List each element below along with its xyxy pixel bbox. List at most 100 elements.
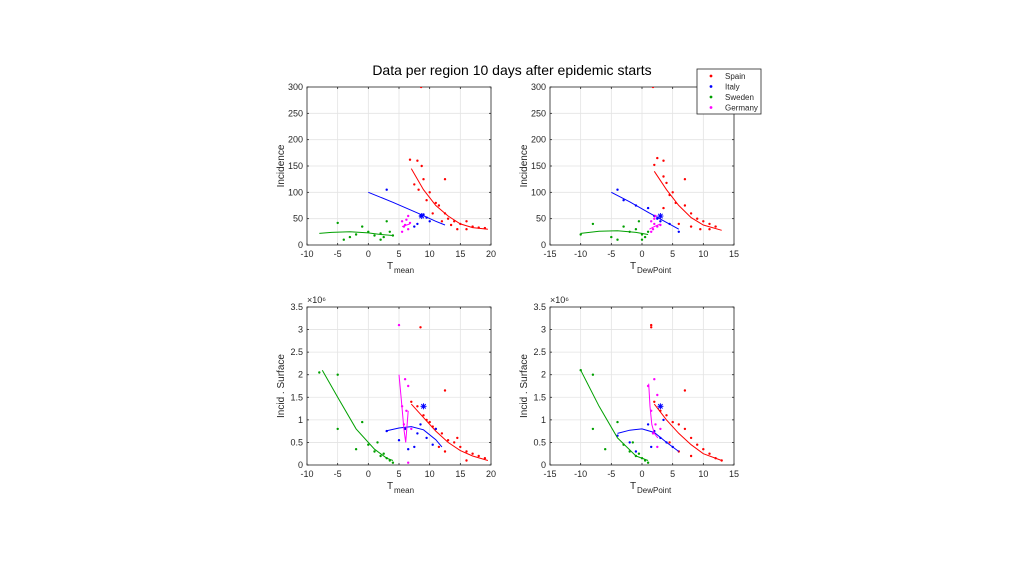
x-tick-label: 15 — [729, 249, 739, 259]
x-tick-label: 10 — [425, 469, 435, 479]
mean-marker-italy — [420, 403, 427, 410]
x-tick-label: 15 — [455, 469, 465, 479]
x-axis-label-subscript: DewPoint — [637, 266, 672, 275]
data-layer — [318, 323, 489, 464]
y-tick-label: 2.5 — [533, 347, 546, 357]
point-spain — [714, 225, 717, 228]
y-tick-label: 2.5 — [290, 347, 303, 357]
series-italy — [385, 403, 443, 451]
fit-line-germany — [648, 383, 659, 439]
point-spain — [465, 459, 468, 462]
point-sweden — [604, 448, 607, 451]
point-sweden — [382, 452, 385, 455]
x-tick-label: 10 — [698, 249, 708, 259]
point-spain — [696, 217, 699, 220]
point-germany — [654, 423, 657, 426]
point-spain — [459, 445, 462, 449]
point-sweden — [634, 454, 638, 458]
y-tick-label: 3 — [298, 325, 303, 335]
point-spain — [662, 206, 665, 210]
point-italy — [665, 441, 668, 444]
y-tick-label: 1.5 — [290, 392, 303, 402]
y-tick-label: 250 — [531, 108, 546, 118]
point-spain — [702, 220, 705, 223]
point-sweden — [336, 427, 339, 431]
point-germany — [650, 230, 653, 233]
y-tick-label: 3.5 — [290, 302, 303, 312]
fit-line-spain — [410, 403, 489, 461]
point-spain — [689, 225, 693, 228]
point-spain — [708, 228, 711, 231]
point-spain — [425, 418, 428, 422]
legend-label-sweden: Sweden — [725, 93, 754, 102]
x-tick-label: -5 — [607, 249, 615, 259]
point-spain — [483, 457, 487, 460]
point-sweden — [628, 450, 631, 453]
point-spain — [437, 445, 441, 449]
point-italy — [425, 216, 428, 219]
point-italy — [659, 220, 662, 223]
x-axis-label: T — [387, 261, 393, 272]
point-sweden — [640, 233, 644, 236]
marker-stroke — [657, 403, 663, 409]
series-sweden — [318, 369, 395, 464]
point-germany — [650, 409, 653, 412]
point-spain — [422, 178, 425, 181]
x-tick-label: 0 — [366, 469, 371, 479]
point-spain — [417, 188, 420, 191]
point-germany — [656, 225, 659, 228]
point-italy — [659, 436, 662, 440]
fit-line-italy — [617, 428, 680, 452]
fit-line-sweden — [580, 369, 649, 461]
x-tick-label: 0 — [639, 469, 644, 479]
marker-stroke — [657, 213, 663, 219]
point-sweden — [579, 369, 582, 372]
point-italy — [662, 418, 665, 422]
point-sweden — [637, 220, 641, 223]
y-tick-label: 1.5 — [533, 392, 546, 402]
x-axis-label: T — [387, 481, 393, 492]
point-spain — [650, 323, 653, 327]
point-sweden — [391, 234, 395, 237]
point-spain — [471, 452, 474, 455]
point-spain — [683, 204, 687, 207]
point-spain — [425, 199, 428, 202]
fit-line-germany — [649, 223, 661, 230]
series-spain — [410, 326, 489, 462]
point-sweden — [610, 235, 613, 239]
point-italy — [646, 206, 650, 210]
subplot-3: -10 -5 0 5 10 15 20 0 0.5 1 1.5 2 2.5 3 3.5 ×10⁶ T mean In… — [276, 295, 496, 495]
x-tick-label: 5 — [670, 469, 675, 479]
point-sweden — [640, 457, 644, 460]
x-tick-label: 10 — [425, 249, 435, 259]
point-italy — [431, 443, 434, 446]
subplot-4: -15 -10 -5 0 5 10 15 0 0.5 1 1.5 2 2.5 3 3.5 ×10⁶ T DewPo… — [519, 295, 739, 495]
point-spain — [419, 326, 422, 329]
y-tick-label: 50 — [293, 214, 303, 224]
legend-marker-germany — [709, 106, 713, 109]
point-germany — [654, 214, 657, 218]
x-tick-label: 5 — [396, 469, 401, 479]
y-tick-label: 100 — [531, 187, 546, 197]
point-germany — [407, 228, 410, 231]
x-tick-label: -10 — [574, 249, 587, 259]
point-spain — [671, 420, 674, 424]
point-spain — [689, 436, 693, 440]
point-germany — [407, 384, 410, 388]
point-spain — [431, 425, 434, 428]
y-axis-label: Incidence — [519, 144, 530, 187]
y-tick-label: 250 — [288, 108, 303, 118]
x-tick-label: -5 — [334, 249, 342, 259]
point-germany — [653, 378, 656, 381]
y-tick-label: 150 — [531, 161, 546, 171]
point-sweden — [376, 441, 379, 444]
y-axis-exponent: ×10⁶ — [307, 295, 326, 305]
y-tick-label: 0.5 — [290, 437, 303, 447]
point-sweden — [616, 420, 619, 424]
x-tick-label: -5 — [607, 469, 615, 479]
point-spain — [465, 450, 468, 453]
point-spain — [662, 159, 665, 162]
data-layer — [579, 87, 722, 241]
